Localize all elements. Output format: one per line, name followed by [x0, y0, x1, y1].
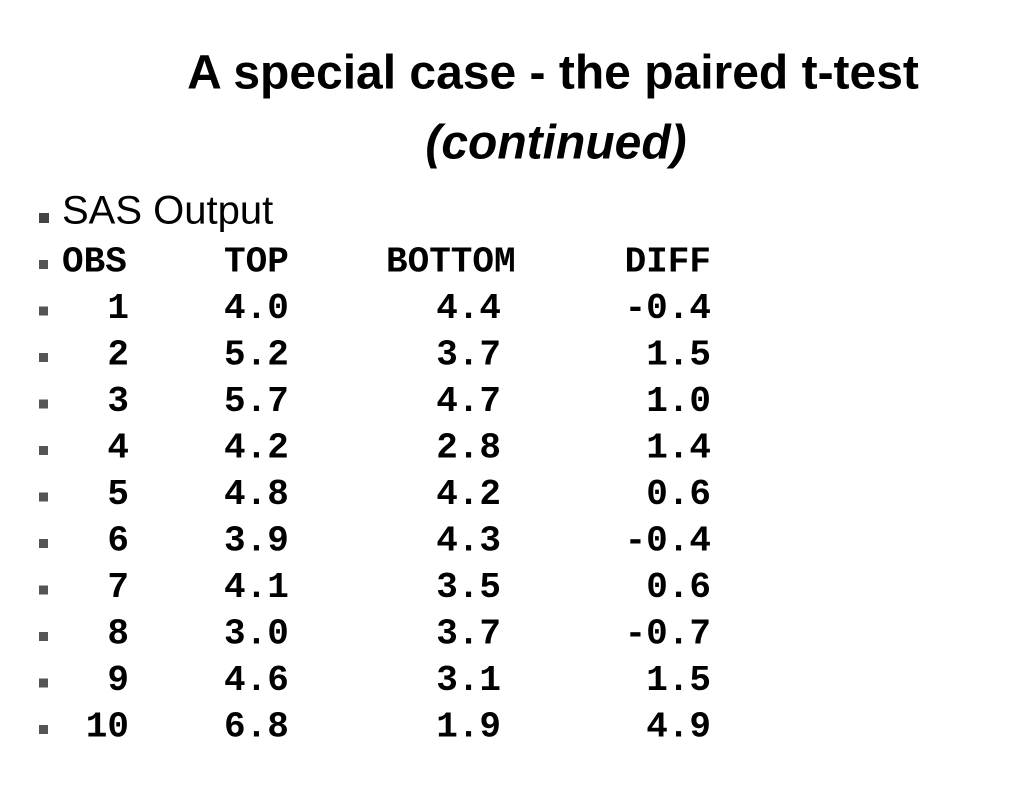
table-cell: 4.2 — [224, 428, 289, 469]
table-cell: 6 — [107, 521, 129, 562]
bullet-marker — [39, 725, 48, 734]
table-cell: 4.8 — [224, 474, 289, 515]
table-cell: 3.5 — [436, 567, 501, 608]
slide-title: A special case - the paired t-test — [187, 47, 919, 100]
bullet-marker — [39, 446, 48, 455]
table-cell: 0.6 — [646, 567, 711, 608]
header-cell: DIFF — [625, 242, 711, 283]
table-cell: 5.7 — [224, 381, 289, 422]
bullet-marker — [39, 213, 49, 223]
table-cell: 9 — [107, 660, 129, 701]
table-cell: 4 — [107, 428, 129, 469]
table-cell: 4.7 — [436, 381, 501, 422]
bullet-marker — [39, 260, 48, 269]
table-cell: 3.9 — [224, 521, 289, 562]
bullet-marker — [39, 678, 48, 688]
bullet-marker — [39, 539, 48, 548]
table-cell: 8 — [107, 614, 129, 655]
table-cell: 4.1 — [224, 567, 289, 608]
table-cell: 3.0 — [224, 614, 289, 655]
table-cell: -0.4 — [625, 288, 711, 329]
table-cell: -0.4 — [625, 521, 711, 562]
bullet-marker — [39, 632, 48, 641]
bullet-marker — [39, 399, 48, 409]
table-cell: 3 — [107, 381, 129, 422]
bullet-marker — [39, 306, 48, 316]
table-cell: 2.8 — [436, 428, 501, 469]
table-cell: 1.5 — [646, 660, 711, 701]
bullet-marker — [39, 585, 48, 595]
header-cell: TOP — [224, 242, 289, 283]
table-cell: 5 — [107, 474, 129, 515]
table-cell: -0.7 — [625, 614, 711, 655]
table-cell: 4.3 — [436, 521, 501, 562]
table-cell: 1 — [107, 288, 129, 329]
table-cell: 5.2 — [224, 335, 289, 376]
table-cell: 1.4 — [646, 428, 711, 469]
table-cell: 7 — [107, 567, 129, 608]
table-cell: 3.7 — [436, 335, 501, 376]
bullet-marker — [39, 353, 48, 362]
header-cell: BOTTOM — [386, 242, 516, 283]
table-cell: 3.7 — [436, 614, 501, 655]
table-cell: 1.0 — [646, 381, 711, 422]
table-cell: 1.5 — [646, 335, 711, 376]
slide-subtitle: (continued) — [425, 117, 686, 170]
table-cell: 0.6 — [646, 474, 711, 515]
bullet-text: SAS Output — [62, 189, 273, 233]
table-cell: 6.8 — [224, 707, 289, 748]
table-cell: 4.2 — [436, 474, 501, 515]
table-cell: 4.4 — [436, 288, 501, 329]
table-cell: 10 — [86, 707, 129, 748]
table-cell: 2 — [107, 335, 129, 376]
table-cell: 4.9 — [646, 707, 711, 748]
bullet-marker — [39, 492, 48, 502]
table-cell: 4.6 — [224, 660, 289, 701]
table-cell: 4.0 — [224, 288, 289, 329]
table-cell: 3.1 — [436, 660, 501, 701]
header-cell: OBS — [62, 242, 127, 283]
table-cell: 1.9 — [436, 707, 501, 748]
